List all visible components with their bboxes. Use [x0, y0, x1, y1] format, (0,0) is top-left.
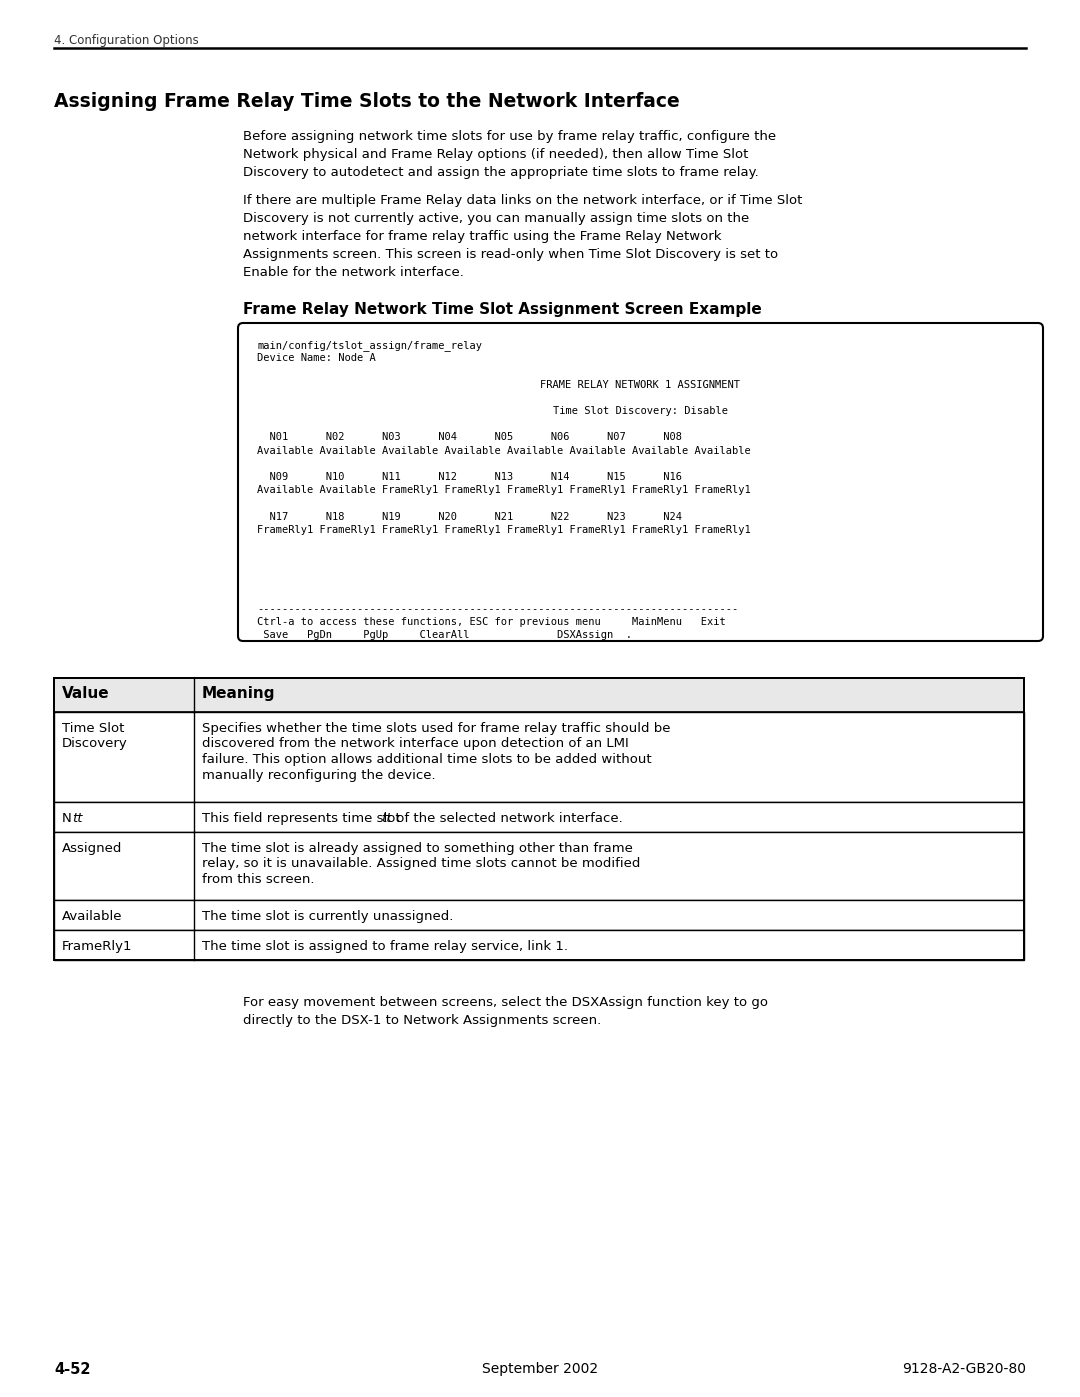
Text: Ctrl-a to access these functions, ESC for previous menu     MainMenu   Exit: Ctrl-a to access these functions, ESC fo… — [257, 617, 726, 627]
Text: The time slot is already assigned to something other than frame: The time slot is already assigned to som… — [202, 842, 633, 855]
Text: N01      N02      N03      N04      N05      N06      N07      N08: N01 N02 N03 N04 N05 N06 N07 N08 — [257, 433, 681, 443]
Bar — [54, 712, 1024, 802]
Text: 9128-A2-GB20-80: 9128-A2-GB20-80 — [902, 1362, 1026, 1376]
Text: Time Slot Discovery: Disable: Time Slot Discovery: Disable — [553, 407, 728, 416]
Text: N: N — [62, 812, 71, 826]
Bar — [54, 930, 1024, 960]
Text: Discovery to autodetect and assign the appropriate time slots to frame relay.: Discovery to autodetect and assign the a… — [243, 166, 759, 179]
Text: Time Slot: Time Slot — [62, 722, 124, 735]
Text: The time slot is currently unassigned.: The time slot is currently unassigned. — [202, 909, 454, 923]
Text: -----------------------------------------------------------------------------: ----------------------------------------… — [257, 604, 739, 615]
Text: Assigned: Assigned — [62, 842, 122, 855]
Text: For easy movement between screens, select the DSXAssign function key to go: For easy movement between screens, selec… — [243, 996, 768, 1009]
Text: Available Available FrameRly1 FrameRly1 FrameRly1 FrameRly1 FrameRly1 FrameRly1: Available Available FrameRly1 FrameRly1 … — [257, 485, 751, 495]
Text: Assignments screen. This screen is read-only when Time Slot Discovery is set to: Assignments screen. This screen is read-… — [243, 249, 778, 261]
Bar — [54, 678, 1024, 712]
Text: manually reconfiguring the device.: manually reconfiguring the device. — [202, 768, 435, 781]
Text: tt: tt — [381, 812, 392, 826]
Bar — [54, 833, 1024, 900]
Text: The time slot is assigned to frame relay service, link 1.: The time slot is assigned to frame relay… — [202, 940, 568, 953]
Text: Frame Relay Network Time Slot Assignment Screen Example: Frame Relay Network Time Slot Assignment… — [243, 302, 761, 317]
Text: Available Available Available Available Available Available Available Available: Available Available Available Available … — [257, 446, 751, 455]
Text: FRAME RELAY NETWORK 1 ASSIGNMENT: FRAME RELAY NETWORK 1 ASSIGNMENT — [540, 380, 741, 390]
FancyBboxPatch shape — [238, 323, 1043, 641]
Text: tt: tt — [72, 812, 82, 826]
Text: Device Name: Node A: Device Name: Node A — [257, 353, 376, 363]
Text: 4. Configuration Options: 4. Configuration Options — [54, 34, 199, 47]
Text: Discovery: Discovery — [62, 738, 127, 750]
Text: failure. This option allows additional time slots to be added without: failure. This option allows additional t… — [202, 753, 651, 766]
Text: FrameRly1: FrameRly1 — [62, 940, 133, 953]
Text: directly to the DSX-1 to Network Assignments screen.: directly to the DSX-1 to Network Assignm… — [243, 1014, 602, 1027]
Text: FrameRly1 FrameRly1 FrameRly1 FrameRly1 FrameRly1 FrameRly1 FrameRly1 FrameRly1: FrameRly1 FrameRly1 FrameRly1 FrameRly1 … — [257, 525, 751, 535]
Text: relay, so it is unavailable. Assigned time slots cannot be modified: relay, so it is unavailable. Assigned ti… — [202, 858, 640, 870]
Text: of the selected network interface.: of the selected network interface. — [392, 812, 623, 826]
Text: Discovery is not currently active, you can manually assign time slots on the: Discovery is not currently active, you c… — [243, 212, 750, 225]
Text: from this screen.: from this screen. — [202, 873, 314, 886]
Text: Network physical and Frame Relay options (if needed), then allow Time Slot: Network physical and Frame Relay options… — [243, 148, 748, 161]
Text: main/config/tslot_assign/frame_relay: main/config/tslot_assign/frame_relay — [257, 339, 482, 351]
Text: network interface for frame relay traffic using the Frame Relay Network: network interface for frame relay traffi… — [243, 231, 721, 243]
Bar — [54, 678, 1024, 960]
Text: Assigning Frame Relay Time Slots to the Network Interface: Assigning Frame Relay Time Slots to the … — [54, 92, 679, 110]
Text: Before assigning network time slots for use by frame relay traffic, configure th: Before assigning network time slots for … — [243, 130, 777, 142]
Text: Enable for the network interface.: Enable for the network interface. — [243, 265, 464, 279]
Text: September 2002: September 2002 — [482, 1362, 598, 1376]
Text: Save   PgDn     PgUp     ClearAll              DSXAssign  .: Save PgDn PgUp ClearAll DSXAssign . — [257, 630, 632, 640]
Text: Value: Value — [62, 686, 110, 701]
Text: If there are multiple Frame Relay data links on the network interface, or if Tim: If there are multiple Frame Relay data l… — [243, 194, 802, 207]
Bar — [54, 802, 1024, 833]
Text: N17      N18      N19      N20      N21      N22      N23      N24: N17 N18 N19 N20 N21 N22 N23 N24 — [257, 511, 681, 521]
Text: Specifies whether the time slots used for frame relay traffic should be: Specifies whether the time slots used fo… — [202, 722, 671, 735]
Text: 4-52: 4-52 — [54, 1362, 91, 1377]
Text: N09      N10      N11      N12      N13      N14      N15      N16: N09 N10 N11 N12 N13 N14 N15 N16 — [257, 472, 681, 482]
Text: discovered from the network interface upon detection of an LMI: discovered from the network interface up… — [202, 738, 629, 750]
Text: Meaning: Meaning — [202, 686, 275, 701]
Text: Available: Available — [62, 909, 122, 923]
Text: This field represents time slot: This field represents time slot — [202, 812, 405, 826]
Bar — [54, 900, 1024, 930]
